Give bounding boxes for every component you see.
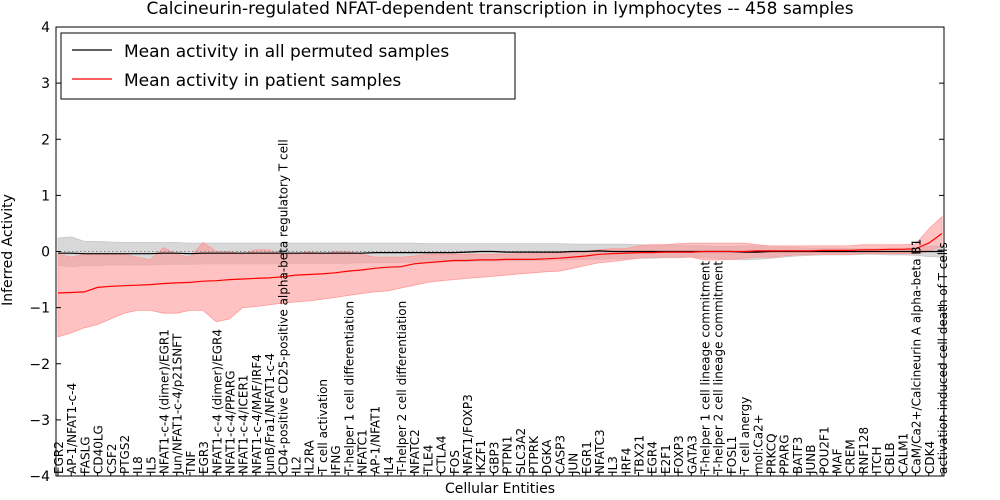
x-tick-label: JunB/Fra1/NFAT1-c-4 — [263, 353, 277, 475]
x-axis-label: Cellular Entities — [445, 481, 555, 497]
y-tick-label: −3 — [29, 413, 50, 429]
x-tick-label: EGR3 — [197, 441, 211, 474]
x-tick-label: IFNG — [329, 445, 343, 474]
y-axis-label: Inferred Activity — [0, 194, 16, 306]
x-tick-label: CDK4 — [923, 441, 937, 474]
y-tick-label: −2 — [29, 357, 50, 373]
x-tick-label: IRF4 — [619, 448, 633, 474]
legend-box — [60, 32, 516, 100]
x-tick-label: PRKCQ — [765, 433, 779, 474]
chart-title: Calcineurin-regulated NFAT-dependent tra… — [146, 0, 853, 19]
x-tick-label: MAF — [830, 448, 844, 474]
x-tick-label: DGKA — [540, 439, 554, 474]
x-tick-label: CTLA4 — [435, 435, 449, 474]
x-tick-label: activation-induced cell death of T cells — [936, 242, 950, 474]
x-tick-label: IL3 — [606, 456, 620, 474]
y-tick-label: 1 — [41, 188, 50, 204]
legend-label-patient: Mean activity in patient samples — [124, 71, 401, 91]
x-tick-label: T-helper 2 cell lineage commitment — [712, 261, 726, 475]
line-patient-mean — [57, 233, 943, 294]
x-tick-label: NFAT1-c-4 (dimer)/EGR4 — [210, 329, 224, 474]
x-tick-label: JUN — [567, 453, 581, 475]
x-tick-label: SLC3A2 — [514, 428, 528, 474]
x-tick-label: Jun/NFAT1-c-4/p21SNFT — [171, 333, 185, 475]
x-tick-label: CSF2 — [105, 443, 119, 474]
x-tick-label: BATF3 — [791, 437, 805, 474]
x-tick-label: CALM1 — [896, 433, 910, 474]
x-tick-label: CD4-positive CD25-positive alpha-beta re… — [276, 139, 290, 474]
legend-label-permuted: Mean activity in all permuted samples — [124, 42, 449, 62]
x-tick-label: IL5 — [144, 456, 158, 474]
x-tick-label: CD40LG — [92, 425, 106, 474]
x-tick-label: EGR4 — [646, 441, 660, 474]
x-tick-label: NFAT1-c-4/ICER1 — [237, 375, 251, 474]
x-tick-label: PTPN1 — [501, 436, 515, 474]
x-tick-label: FOSL1 — [725, 436, 739, 474]
x-tick-label: FASLG — [78, 436, 92, 474]
x-tick-label: IL2 — [290, 456, 304, 474]
x-tick-label: AP-1/NFAT1-c-4 — [65, 383, 79, 474]
x-tick-label: NFATC1 — [356, 429, 370, 474]
x-tick-label: IKZF1 — [474, 440, 488, 474]
x-tick-label: PTPRK — [527, 435, 541, 474]
x-tick-label: POU2F1 — [817, 426, 831, 474]
x-tick-label: GATA3 — [685, 435, 699, 474]
x-tick-label: EGR1 — [580, 441, 594, 474]
y-tick-label: 3 — [41, 76, 50, 92]
x-tick-label: PTGS2 — [118, 435, 132, 474]
x-tick-label: EGR2 — [52, 441, 66, 474]
x-tick-label: NFAT1-c-4/PPARG — [224, 370, 238, 474]
x-tick-label: CASP3 — [553, 435, 567, 474]
x-tick-label: T cell activation — [316, 379, 330, 475]
y-tick-label: −4 — [29, 469, 50, 485]
x-tick-label: T cell anergy — [738, 397, 752, 475]
y-tick-label: −1 — [29, 301, 50, 317]
x-tick-label: NFAT1-c-4/MAF/IRF4 — [250, 354, 264, 474]
x-tick-label: FOS — [448, 450, 462, 474]
x-tick-label: TNF — [184, 451, 198, 475]
series-lines — [57, 233, 943, 294]
legend: Mean activity in all permuted samples Me… — [60, 32, 516, 100]
x-tick-label: NFATC2 — [408, 429, 422, 474]
x-tick-label: mol:Ca2+ — [751, 414, 765, 474]
x-tick-label: TBX21 — [633, 435, 647, 475]
x-tick-label: NFAT1-c-4 (dimer)/EGR1 — [158, 329, 172, 474]
x-tick-label: IL2RA — [303, 439, 317, 474]
x-tick-label: AP-1/NFAT1 — [369, 406, 383, 474]
confidence-bands — [57, 215, 943, 338]
x-tick-label: IL8 — [131, 456, 145, 474]
x-tick-label: NFATC3 — [593, 429, 607, 474]
x-tick-label: GBP3 — [487, 442, 501, 474]
x-tick-label: E2F1 — [659, 444, 673, 474]
x-tick-label: ITCH — [870, 446, 884, 474]
x-tick-label: T-helper 2 cell differentiation — [395, 301, 409, 475]
y-tick-label: 2 — [41, 132, 50, 148]
x-tick-label: CaM/Ca2+/Calcineurin A alpha-beta B1 — [910, 239, 924, 474]
y-tick-label: 4 — [41, 20, 50, 36]
x-axis: EGR2 AP-1/NFAT1-c-4 FASLG CD40LG CSF2 PTGS2 IL… — [52, 139, 950, 476]
x-tick-label: FOXP3 — [672, 435, 686, 474]
x-tick-label: JUNB — [804, 445, 818, 476]
x-tick-label: RNF128 — [857, 427, 871, 474]
x-tick-label: T-helper 1 cell lineage commitment — [699, 261, 713, 475]
x-tick-label: IL4 — [382, 456, 396, 474]
x-tick-label: TLE4 — [421, 445, 435, 475]
y-axis: −4 −3 −2 −1 0 1 2 3 4 — [29, 20, 944, 485]
band-patient — [57, 215, 943, 338]
x-tick-label: NFAT1/FOXP3 — [461, 394, 475, 474]
x-tick-label: CREM — [844, 439, 858, 474]
x-tick-label: T-helper 1 cell differentiation — [342, 301, 356, 475]
x-tick-label: CBLB — [883, 442, 897, 474]
x-tick-label: PPARG — [778, 434, 792, 474]
y-tick-label: 0 — [41, 245, 50, 261]
